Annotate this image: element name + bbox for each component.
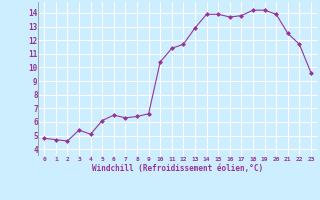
X-axis label: Windchill (Refroidissement éolien,°C): Windchill (Refroidissement éolien,°C)	[92, 164, 263, 173]
